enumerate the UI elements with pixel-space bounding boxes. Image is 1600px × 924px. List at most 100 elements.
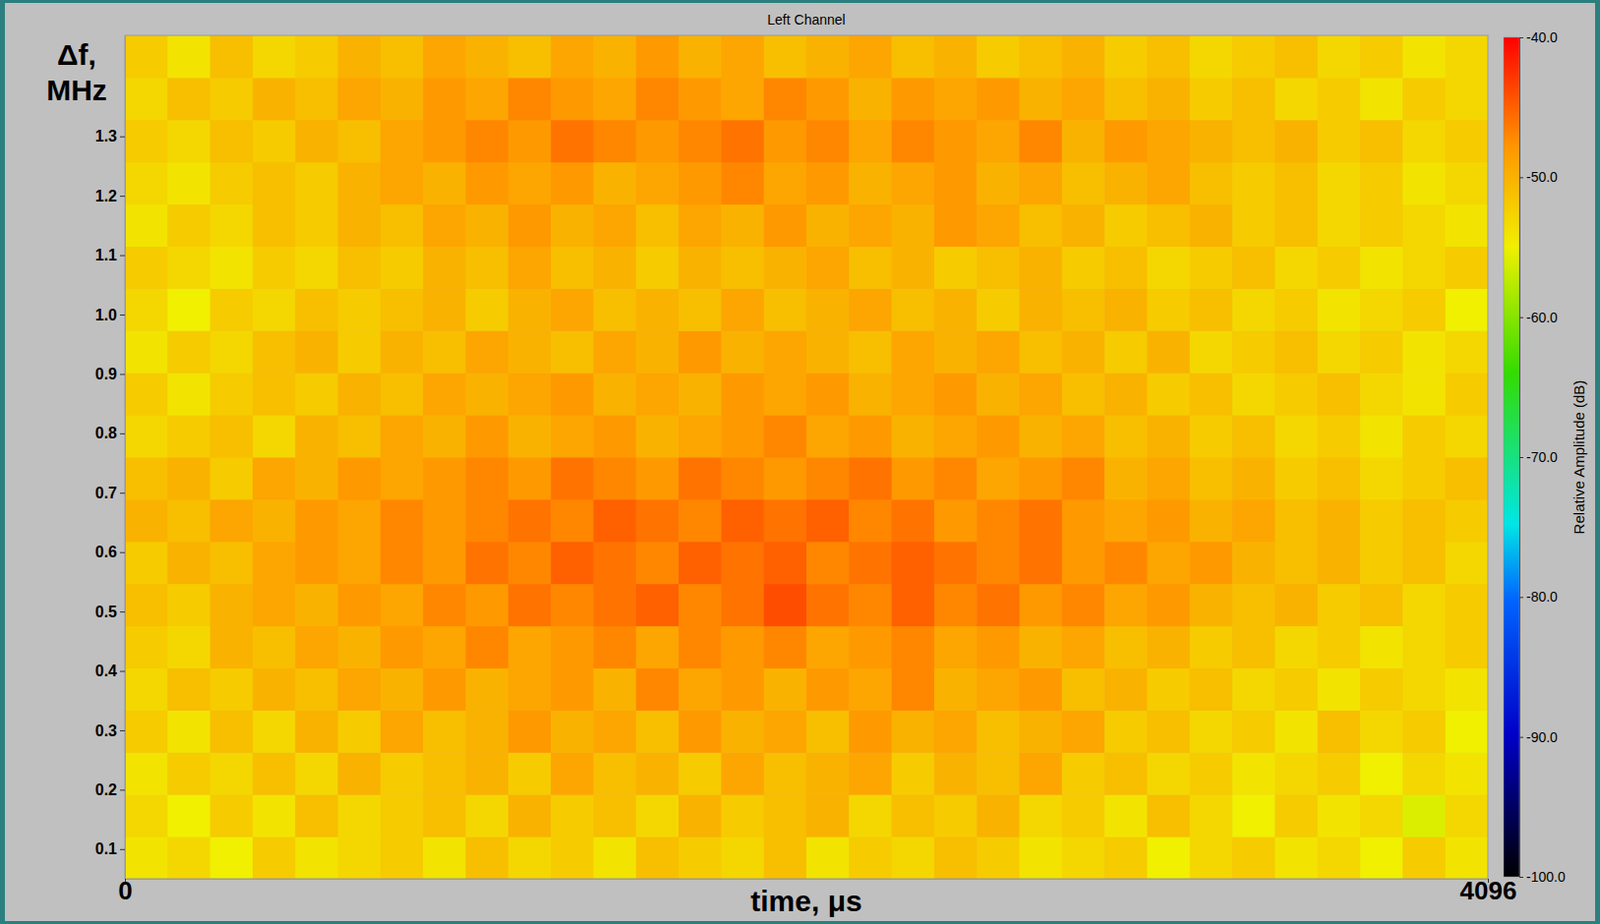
heatmap-cell (252, 710, 297, 753)
heatmap-cell (338, 710, 382, 753)
heatmap-cell (422, 457, 467, 500)
heatmap-cell (252, 330, 297, 373)
heatmap-cell (678, 246, 722, 290)
heatmap-cell (210, 584, 254, 627)
heatmap-cell (167, 119, 211, 163)
y-tick: 0.3 (95, 722, 125, 740)
heatmap-cell (1445, 35, 1488, 78)
heatmap-cell (976, 288, 1020, 331)
heatmap-cell (167, 794, 211, 837)
heatmap-cell (252, 626, 297, 669)
heatmap-cell (380, 330, 424, 373)
heatmap-cell (764, 414, 808, 458)
heatmap-cell (295, 330, 339, 373)
heatmap-cell (1317, 77, 1362, 120)
heatmap-cell (636, 330, 680, 373)
y-tick: 0.1 (95, 840, 125, 858)
colorbar-tick-label: -100.0 (1526, 869, 1566, 886)
heatmap-cell (380, 752, 424, 795)
heatmap-cell (1445, 414, 1488, 458)
heatmap-cell (764, 288, 808, 331)
heatmap-cell (764, 246, 808, 290)
heatmap-cell (1445, 162, 1488, 205)
heatmap-cell (934, 584, 978, 627)
heatmap-cell (1147, 162, 1191, 205)
heatmap-cell (1232, 119, 1276, 163)
heatmap-cell (210, 288, 254, 331)
heatmap-cell (338, 162, 382, 205)
colorbar-tick-label: -90.0 (1526, 729, 1558, 746)
heatmap-cell (210, 77, 254, 120)
heatmap-cell (1104, 499, 1148, 542)
heatmap-cell (338, 836, 382, 880)
y-tick-mark (119, 195, 125, 197)
heatmap-cell (338, 626, 382, 669)
heatmap-cell (636, 162, 680, 205)
heatmap-cell (720, 794, 765, 837)
heatmap-cell (210, 752, 254, 795)
heatmap-cell (1360, 204, 1404, 247)
heatmap-cell (934, 372, 978, 415)
heatmap-cell (1274, 414, 1318, 458)
heatmap-cell (806, 794, 850, 837)
heatmap-cell (1062, 457, 1106, 500)
heatmap-cell (806, 119, 850, 163)
heatmap-cell (1445, 752, 1488, 795)
heatmap-cell (210, 541, 254, 585)
heatmap-cell (380, 414, 424, 458)
heatmap-cell (1402, 414, 1446, 458)
heatmap-cell (1232, 710, 1276, 753)
heatmap-cell (1317, 626, 1362, 669)
heatmap-cell (806, 752, 850, 795)
heatmap-cells (124, 35, 1488, 880)
heatmap-cell (1274, 119, 1318, 163)
heatmap-cell (764, 499, 808, 542)
heatmap-cell (1062, 668, 1106, 712)
heatmap-cell (252, 204, 297, 247)
heatmap-cell (1062, 626, 1106, 669)
heatmap-cell (592, 626, 637, 669)
heatmap-cell (338, 794, 382, 837)
heatmap-cell (466, 204, 510, 247)
heatmap-cell (1232, 626, 1276, 669)
heatmap-cell (1274, 35, 1318, 78)
heatmap-cell (508, 372, 552, 415)
heatmap-cell (1360, 584, 1404, 627)
heatmap-cell (1189, 499, 1234, 542)
heatmap-cell (636, 836, 680, 880)
heatmap-cell (976, 204, 1020, 247)
heatmap-cell (422, 77, 467, 120)
heatmap-cell (380, 119, 424, 163)
heatmap-cell (1062, 77, 1106, 120)
heatmap-cell (934, 330, 978, 373)
heatmap-cell (1019, 162, 1064, 205)
background (4, 2, 1596, 922)
heatmap-cell (891, 372, 936, 415)
heatmap-cell (806, 414, 850, 458)
heatmap-cell (380, 77, 424, 120)
heatmap-cell (1062, 414, 1106, 458)
heatmap-cell (1104, 584, 1148, 627)
heatmap-cell (466, 584, 510, 627)
heatmap-cell (1360, 372, 1404, 415)
heatmap-cell (295, 626, 339, 669)
heatmap-cell (1274, 668, 1318, 712)
heatmap-cell (422, 541, 467, 585)
heatmap-cell (848, 288, 892, 331)
y-tick-label: 0.2 (95, 781, 118, 799)
heatmap-cell (466, 414, 510, 458)
heatmap-cell (636, 35, 680, 78)
heatmap-cell (934, 414, 978, 458)
heatmap-cell (1104, 372, 1148, 415)
heatmap-cell (167, 752, 211, 795)
heatmap-cell (1019, 626, 1064, 669)
y-tick: 1.2 (95, 187, 125, 205)
heatmap-cell (1402, 330, 1446, 373)
y-tick-label: 0.6 (95, 543, 118, 561)
heatmap-cell (1232, 35, 1276, 78)
x-axis-line (125, 879, 1489, 881)
heatmap-cell (806, 204, 850, 247)
y-axis-title-line: MHz (46, 73, 108, 107)
heatmap-cell (1317, 414, 1362, 458)
heatmap-cell (934, 499, 978, 542)
